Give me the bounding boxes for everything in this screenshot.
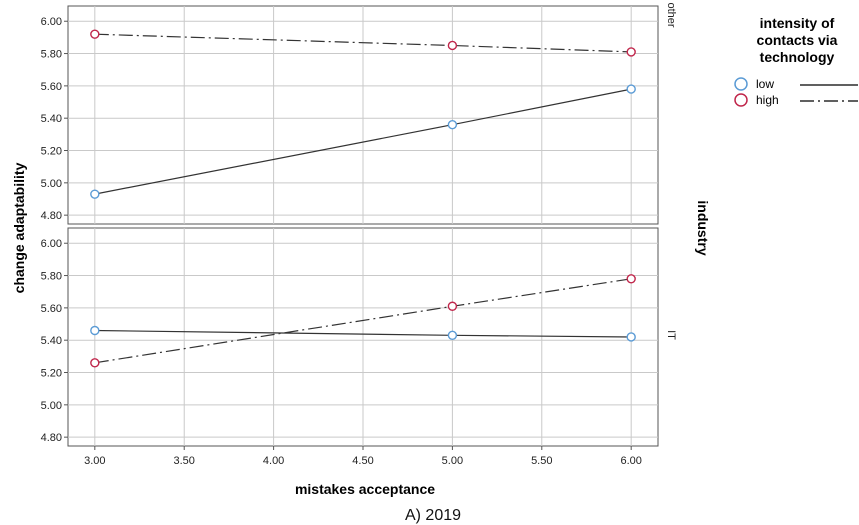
x-tick-label: 4.00	[263, 455, 284, 467]
y-tick-label: 5.00	[41, 178, 62, 190]
data-point-low	[90, 189, 100, 199]
data-point-low	[626, 84, 636, 94]
data-point-high	[447, 40, 458, 51]
x-tick-label: 6.00	[620, 455, 641, 467]
y-tick-label: 6.00	[41, 238, 62, 250]
y-tick-label: 5.40	[41, 113, 62, 125]
panel-other: 4.80 5.00 5.20 5.40 5.60 5.80 6.00 other	[41, 2, 677, 225]
panels-group: 4.80 5.00 5.20 5.40 5.60 5.80 6.00 other 4.80 5.0…	[41, 2, 677, 447]
legend: intensity of contacts via technology low…	[734, 15, 858, 107]
y-tick-label: 4.80	[41, 432, 62, 444]
legend-title-line-3: technology	[760, 49, 835, 65]
data-point-high	[90, 29, 100, 39]
data-point-low	[447, 119, 458, 130]
data-point-low	[626, 332, 636, 342]
y-tick-label: 6.00	[41, 16, 62, 28]
y-tick-label: 5.20	[41, 146, 62, 158]
y-tick-label: 5.60	[41, 81, 62, 93]
data-point-high	[626, 47, 636, 57]
strip-label-IT: IT	[665, 330, 677, 340]
legend-label-high: high	[756, 93, 779, 107]
x-tick-label: 3.50	[174, 455, 195, 467]
data-point-high	[447, 301, 458, 311]
strip-label-other: other	[665, 2, 677, 27]
x-tick-labels: 3.00 3.50 4.00 4.50 5.00 5.50 6.00	[84, 446, 642, 467]
x-tick-label: 5.00	[442, 455, 463, 467]
legend-marker-low	[734, 77, 748, 91]
facet-axis-title: industry	[695, 200, 711, 255]
y-axis-title: change adaptability	[11, 162, 27, 293]
x-axis-title: mistakes acceptance	[295, 481, 435, 497]
y-tick-label: 4.80	[41, 210, 62, 222]
panel-IT: 4.80 5.00 5.20 5.40 5.60 5.80 6.00 IT	[41, 227, 677, 447]
legend-title-line-2: contacts via	[757, 32, 838, 48]
data-point-high	[90, 358, 100, 368]
x-tick-label: 5.50	[531, 455, 552, 467]
data-point-high	[626, 274, 636, 284]
data-point-low	[447, 330, 458, 341]
legend-entries: low high	[734, 77, 858, 107]
y-tick-label: 5.80	[41, 271, 62, 283]
figure-caption: A) 2019	[405, 507, 461, 524]
y-tick-label: 5.20	[41, 368, 62, 380]
y-tick-label: 5.80	[41, 49, 62, 61]
y-tick-label: 5.60	[41, 303, 62, 315]
x-tick-label: 4.50	[352, 455, 373, 467]
legend-marker-high	[734, 93, 748, 107]
data-point-low	[90, 325, 100, 336]
y-tick-label: 5.40	[41, 335, 62, 347]
legend-label-low: low	[756, 77, 774, 91]
y-tick-label: 5.00	[41, 400, 62, 412]
legend-title-line-1: intensity of	[760, 15, 835, 31]
x-tick-label: 3.00	[84, 455, 105, 467]
